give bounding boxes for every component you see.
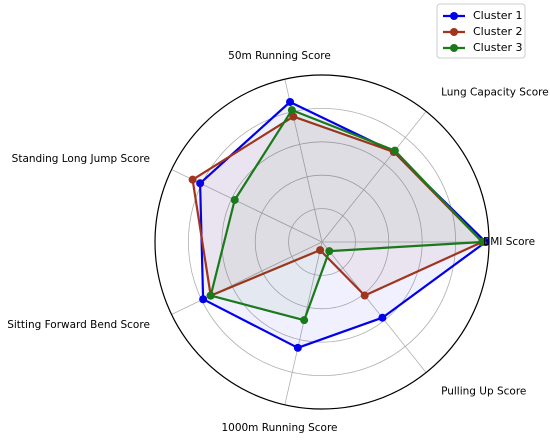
legend: Cluster 1 Cluster 2 Cluster 3 [436,3,526,59]
data-point [289,112,298,121]
data-point [206,291,215,300]
axis-labels: BMI Score Lung Capacity Score 50m Running … [7,50,548,434]
legend-swatch-marker [450,44,458,52]
legend-swatch-marker [450,12,458,20]
axis-label: 1000m Running Score [221,422,337,434]
axis-label: Sitting Forward Bend Score [7,319,150,331]
legend-label: Cluster 2 [473,25,523,38]
legend-label: Cluster 3 [473,41,523,54]
legend-label: Cluster 1 [473,9,523,22]
data-point [325,247,334,256]
data-point [196,179,205,188]
legend-item: Cluster 1 [443,9,523,22]
data-point [300,316,309,325]
data-point [478,238,487,246]
data-point [287,106,296,115]
data-point [293,343,302,352]
data-point [199,295,208,304]
data-point [360,291,369,300]
axis-label: Pulling Up Score [441,385,526,397]
axis-label: Lung Capacity Score [441,87,549,99]
legend-box [436,3,526,59]
grid-spoke [321,241,427,373]
grid-spoke [171,241,323,315]
data-point [316,246,325,255]
data-point [286,97,295,106]
series-line [191,115,484,297]
data-point [230,195,239,204]
series-3 [206,106,487,325]
axis-label: Standing Long Jump Score [12,153,150,165]
series-layer [188,97,490,352]
series-fill [200,102,486,348]
legend-item: Cluster 2 [443,25,523,38]
series-fill [192,116,483,296]
data-point [390,146,399,155]
axis-label: 50m Running Score [228,50,331,62]
data-point [188,175,197,184]
radar-grid [171,79,489,405]
grid-spoke [321,111,427,243]
data-point [378,313,387,322]
legend-item: Cluster 3 [443,41,523,54]
axis-label: BMI Score [483,236,535,248]
series-fill [210,110,483,321]
series-line [209,108,484,322]
legend-swatch-marker [450,28,458,36]
